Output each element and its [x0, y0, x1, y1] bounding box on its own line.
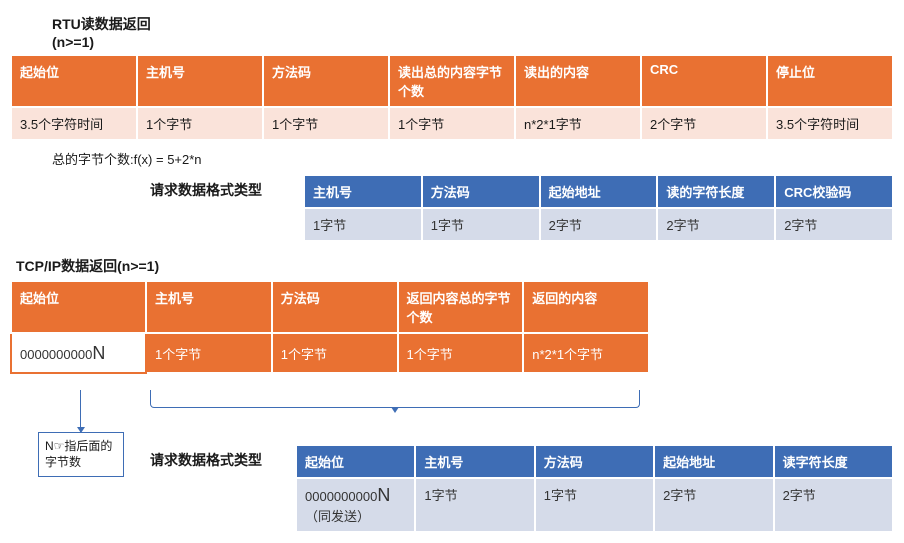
bracket-icon: [150, 390, 640, 408]
req2-label: 请求数据格式类型: [150, 444, 295, 470]
req2-h2: 方法码: [535, 445, 654, 478]
tcp-c4: n*2*1个字节: [523, 333, 649, 373]
tcp-c2: 1个字节: [272, 333, 398, 373]
req1-c3: 2字节: [657, 208, 775, 241]
req1-c2: 2字节: [540, 208, 658, 241]
rtu-table: 起始位 主机号 方法码 读出总的内容字节个数 读出的内容 CRC 停止位 3.5…: [10, 54, 894, 141]
req1-c1: 1字节: [422, 208, 540, 241]
rtu-h3: 读出总的内容字节个数: [389, 55, 515, 107]
req1-h2: 起始地址: [540, 175, 658, 208]
tcp-h3: 返回内容总的字节个数: [398, 281, 524, 333]
rtu-c1: 1个字节: [137, 107, 263, 140]
req2-start-prefix: 0000000000: [305, 489, 377, 504]
rtu-h5: CRC: [641, 55, 767, 107]
req1-h1: 方法码: [422, 175, 540, 208]
tcp-start-prefix: 0000000000: [20, 347, 92, 362]
req1-table: 主机号 方法码 起始地址 读的字符长度 CRC校验码 1字节 1字节 2字节 2…: [303, 174, 894, 242]
req1-h0: 主机号: [304, 175, 422, 208]
req2-table: 起始位 主机号 方法码 起始地址 读字符长度 0000000000N （同发送）…: [295, 444, 894, 533]
tcp-note: N☞指后面的字节数: [38, 432, 124, 477]
req2-h3: 起始地址: [654, 445, 773, 478]
tcp-start-n: N: [92, 343, 105, 363]
req2-c3: 2字节: [654, 478, 773, 532]
rtu-formula: 总的字节个数:f(x) = 5+2*n: [52, 149, 894, 168]
tcp-start-cell: 0000000000N: [11, 333, 146, 373]
req2-start-cell: 0000000000N （同发送）: [296, 478, 415, 532]
rtu-c2: 1个字节: [263, 107, 389, 140]
req1-h4: CRC校验码: [775, 175, 893, 208]
tcp-h4: 返回的内容: [523, 281, 649, 333]
rtu-h0: 起始位: [11, 55, 137, 107]
req2-h0: 起始位: [296, 445, 415, 478]
req2-h4: 读字符长度: [774, 445, 893, 478]
rtu-h4: 读出的内容: [515, 55, 641, 107]
rtu-title-line1: RTU读数据返回: [52, 16, 151, 32]
req1-h3: 读的字符长度: [657, 175, 775, 208]
req2-c2: 1字节: [535, 478, 654, 532]
tcp-title: TCP/IP数据返回(n>=1): [16, 256, 894, 276]
req1-c4: 2字节: [775, 208, 893, 241]
tcp-h0: 起始位: [11, 281, 146, 333]
req2-c1: 1字节: [415, 478, 534, 532]
rtu-title: RTU读数据返回 (n>=1): [52, 14, 894, 50]
rtu-h6: 停止位: [767, 55, 893, 107]
rtu-h1: 主机号: [137, 55, 263, 107]
rtu-c4: n*2*1字节: [515, 107, 641, 140]
tcp-c1: 1个字节: [146, 333, 272, 373]
req2-start-n: N: [377, 485, 390, 505]
rtu-c6: 3.5个字符时间: [767, 107, 893, 140]
req1-label: 请求数据格式类型: [150, 174, 295, 200]
tcp-h2: 方法码: [272, 281, 398, 333]
rtu-c0: 3.5个字符时间: [11, 107, 137, 140]
req2-h1: 主机号: [415, 445, 534, 478]
req2-c4: 2字节: [774, 478, 893, 532]
tcp-h1: 主机号: [146, 281, 272, 333]
rtu-c3: 1个字节: [389, 107, 515, 140]
arrow-to-note-icon: [80, 390, 81, 432]
rtu-h2: 方法码: [263, 55, 389, 107]
tcp-c3: 1个字节: [398, 333, 524, 373]
tcp-table: 起始位 主机号 方法码 返回内容总的字节个数 返回的内容 0000000000N…: [10, 280, 650, 374]
rtu-c5: 2个字节: [641, 107, 767, 140]
tcp-wrap: 起始位 主机号 方法码 返回内容总的字节个数 返回的内容 0000000000N…: [10, 280, 894, 533]
req2-start-note: （同发送）: [305, 509, 370, 524]
req1-c0: 1字节: [304, 208, 422, 241]
rtu-title-line2: (n>=1): [52, 34, 94, 50]
